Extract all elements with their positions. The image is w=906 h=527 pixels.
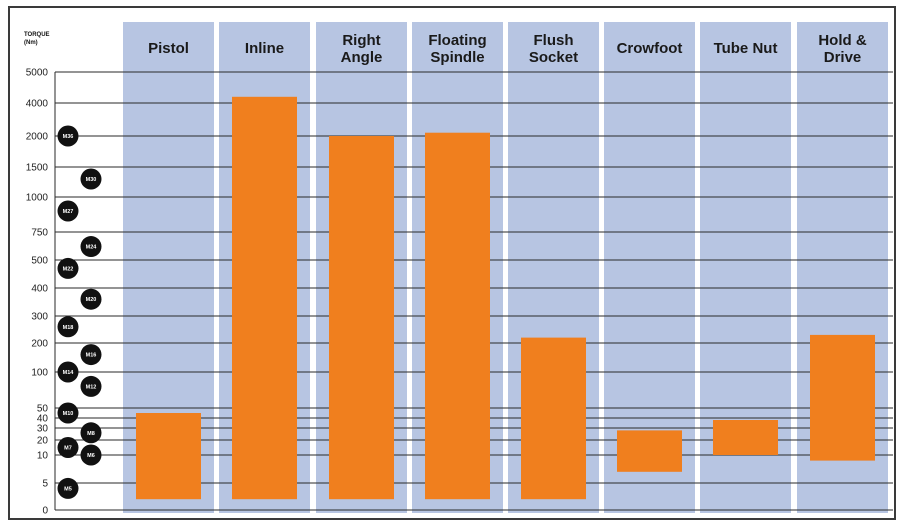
- y-tick-label: 400: [31, 284, 48, 295]
- category-label: Pistol: [148, 40, 189, 57]
- bolt-size-label: M20: [86, 297, 97, 303]
- bolt-size-marker: [57, 361, 79, 383]
- category-label: Spindle: [430, 49, 484, 66]
- range-bar: [425, 132, 490, 500]
- range-bar: [136, 413, 201, 500]
- bolt-size-label: M5: [64, 486, 72, 492]
- y-tick-label: 40: [37, 414, 49, 425]
- bolt-size-marker: [80, 288, 102, 310]
- y-tick-label: 0: [42, 506, 48, 517]
- bolt-size-label: M6: [87, 453, 95, 459]
- bolt-size-marker: [57, 257, 79, 279]
- bolt-size-label: M16: [86, 353, 97, 359]
- y-tick-label: 300: [31, 312, 48, 323]
- y-axis-label: TORQUE: [24, 32, 50, 38]
- range-bar: [810, 334, 875, 461]
- range-bar: [521, 337, 586, 500]
- bolt-size-label: M24: [86, 245, 98, 251]
- category-label: Inline: [245, 40, 284, 57]
- y-tick-label: 4000: [26, 99, 49, 110]
- bolt-size-marker: [80, 168, 102, 190]
- y-tick-label: 200: [31, 339, 48, 350]
- y-tick-label: 50: [37, 404, 49, 415]
- category-label: Socket: [529, 49, 578, 66]
- category-label: Angle: [341, 49, 383, 66]
- bolt-size-label: M30: [86, 177, 97, 183]
- range-bar: [232, 96, 297, 500]
- category-label: Floating: [428, 32, 486, 49]
- y-tick-label: 1500: [26, 163, 49, 174]
- y-tick-label: 5: [42, 479, 48, 490]
- bolt-size-marker: [80, 444, 102, 466]
- bolt-size-label: M14: [63, 370, 75, 376]
- category-label: Crowfoot: [617, 40, 683, 57]
- range-bar: [713, 420, 778, 455]
- y-tick-label: 1000: [26, 193, 49, 204]
- bolt-size-label: M22: [63, 266, 74, 272]
- bolt-size-marker: [57, 200, 79, 222]
- bolt-size-marker: [57, 477, 79, 499]
- bolt-size-marker: [57, 402, 79, 424]
- bolt-size-label: M36: [63, 134, 74, 140]
- bolt-size-label: M7: [64, 446, 72, 452]
- y-tick-label: 30: [37, 424, 49, 435]
- bolt-size-label: M18: [63, 325, 74, 331]
- y-tick-label: 750: [31, 228, 48, 239]
- bolt-size-marker: [57, 437, 79, 458]
- bolt-size-marker: [57, 125, 79, 147]
- bolt-size-marker: [80, 344, 102, 366]
- bolt-size-marker: [57, 316, 79, 338]
- y-tick-label: 10: [37, 451, 49, 462]
- category-label: Tube Nut: [714, 40, 778, 57]
- y-tick-label: 2000: [26, 132, 49, 143]
- bolt-size-label: M10: [63, 411, 74, 417]
- y-tick-label: 100: [31, 368, 48, 379]
- range-bar: [617, 430, 682, 472]
- bolt-size-label: M8: [87, 431, 95, 437]
- bolt-size-label: M27: [63, 209, 74, 215]
- category-label: Right: [342, 32, 380, 49]
- bolt-size-marker: [80, 422, 102, 444]
- y-tick-label: 20: [37, 436, 49, 447]
- category-label: Hold &: [818, 32, 866, 49]
- y-tick-label: 500: [31, 256, 48, 267]
- range-bar: [329, 136, 394, 500]
- y-tick-label: 5000: [26, 68, 49, 79]
- bolt-size-marker: [80, 236, 102, 258]
- bolt-size-marker: [80, 375, 102, 397]
- bolt-size-label: M12: [86, 384, 97, 390]
- category-label: Flush: [534, 32, 574, 49]
- y-axis-label: (Nm): [24, 40, 38, 46]
- category-label: Drive: [824, 49, 862, 66]
